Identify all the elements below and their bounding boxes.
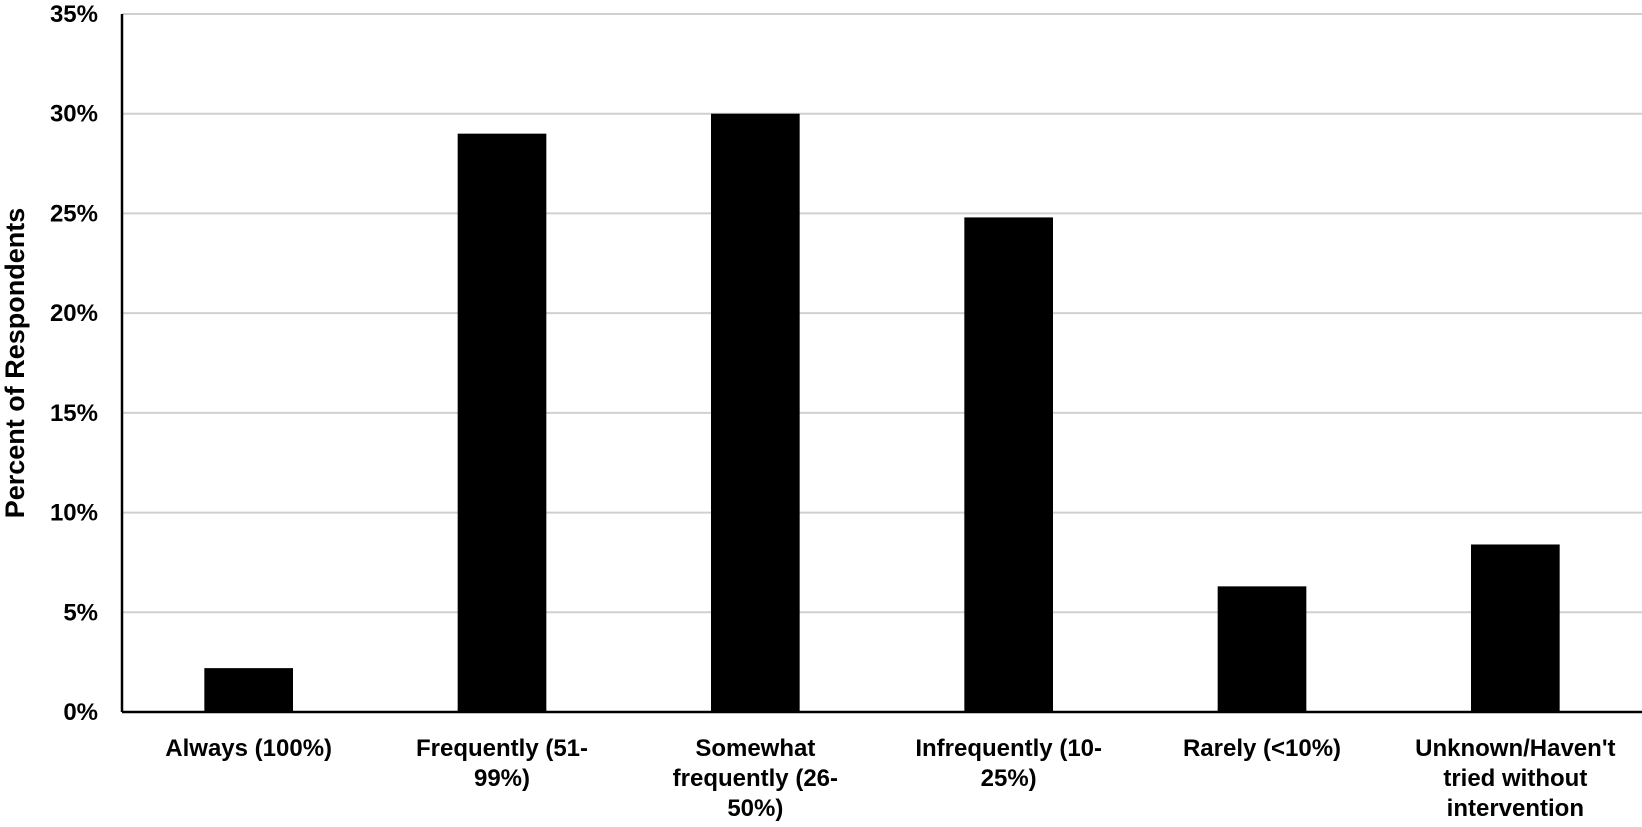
y-axis-title: Percent of Respondents	[0, 208, 30, 519]
gridlines	[122, 13, 1642, 614]
bar	[711, 113, 800, 712]
x-category-label: tried without	[1443, 765, 1587, 792]
y-tick-label: 30%	[50, 101, 98, 128]
y-tick-label: 20%	[50, 300, 98, 327]
x-category-label: Infrequently (10-	[915, 735, 1102, 762]
x-category-label: 25%)	[981, 765, 1037, 792]
x-category-label: Always (100%)	[165, 735, 332, 762]
bar	[1217, 586, 1307, 712]
axes	[120, 14, 1642, 714]
bar	[964, 217, 1053, 712]
bar	[204, 668, 293, 712]
y-tick-labels: 0% 5% 10% 15% 20% 25% 30% 35%	[50, 1, 98, 726]
x-category-labels: Always (100%) Frequently (51- 99%) Somewhat…	[165, 735, 1615, 822]
x-category-label: Somewhat	[695, 735, 815, 762]
x-category-label: Frequently (51-	[416, 735, 588, 762]
bars	[204, 113, 1560, 712]
y-tick-label: 10%	[50, 500, 98, 527]
y-tick-label: 5%	[63, 599, 98, 626]
y-tick-label: 0%	[63, 699, 98, 726]
bar	[457, 133, 547, 712]
y-tick-label: 35%	[50, 1, 98, 28]
y-tick-label: 15%	[50, 400, 98, 427]
x-category-label: intervention	[1447, 795, 1584, 822]
x-category-label: Unknown/Haven't	[1415, 735, 1615, 762]
x-category-label: frequently (26-	[673, 765, 838, 792]
x-category-label: Rarely (<10%)	[1183, 735, 1341, 762]
x-category-label: 50%)	[727, 795, 783, 822]
y-tick-label: 25%	[50, 200, 98, 227]
bar	[1471, 544, 1560, 712]
x-category-label: 99%)	[474, 765, 530, 792]
